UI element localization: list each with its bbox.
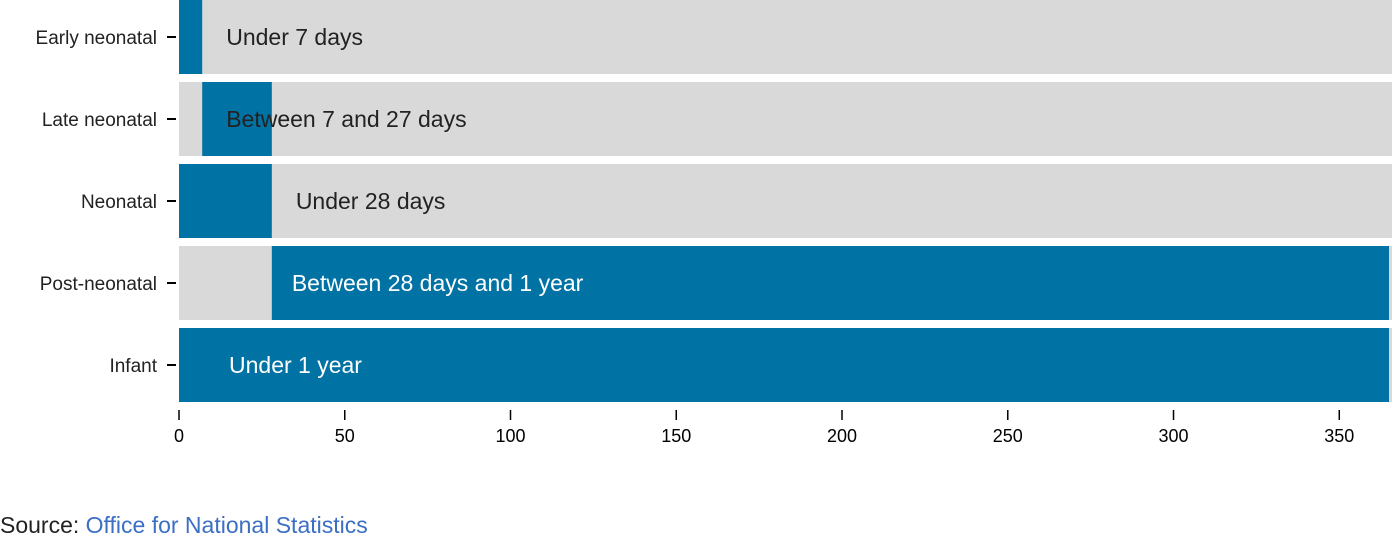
- x-tick-label-50: 50: [335, 426, 355, 446]
- bar-label-infant: Under 1 year: [229, 352, 362, 378]
- bar-segment-infant: [179, 328, 1389, 402]
- bar-label-post-neonatal: Between 28 days and 1 year: [292, 270, 584, 296]
- source-note: Source: Office for National Statistics: [0, 512, 368, 539]
- category-label-post-neonatal: Post-neonatal: [40, 274, 157, 295]
- bar-background-neonatal: [179, 164, 1392, 238]
- x-tick-label-0: 0: [174, 426, 184, 446]
- bar-segment-early-neonatal: [179, 0, 203, 74]
- x-tick-label-200: 200: [827, 426, 857, 446]
- category-label-late-neonatal: Late neonatal: [42, 110, 157, 131]
- source-link[interactable]: Office for National Statistics: [85, 512, 368, 538]
- category-label-early-neonatal: Early neonatal: [36, 28, 157, 49]
- x-tick-label-150: 150: [661, 426, 691, 446]
- chart: Under 7 days Early neonatal Between 7 and …: [36, 0, 1392, 446]
- bar-segment-late-neonatal: [202, 82, 272, 156]
- category-label-infant: Infant: [109, 356, 157, 377]
- bar-label-late-neonatal: Between 7 and 27 days: [226, 106, 466, 132]
- bar-background-early-neonatal: [179, 0, 1392, 74]
- category-label-neonatal: Neonatal: [81, 192, 157, 213]
- bar-segment-post-neonatal: [271, 246, 1390, 320]
- bar-segment-neonatal: [179, 164, 272, 238]
- x-tick-label-250: 250: [993, 426, 1023, 446]
- x-tick-label-100: 100: [495, 426, 525, 446]
- bar-background-late-neonatal: [179, 82, 1392, 156]
- bar-label-neonatal: Under 28 days: [296, 188, 446, 214]
- x-tick-label-350: 350: [1324, 426, 1354, 446]
- x-tick-label-300: 300: [1158, 426, 1188, 446]
- source-prefix: Source:: [0, 512, 86, 538]
- bar-label-early-neonatal: Under 7 days: [226, 24, 363, 50]
